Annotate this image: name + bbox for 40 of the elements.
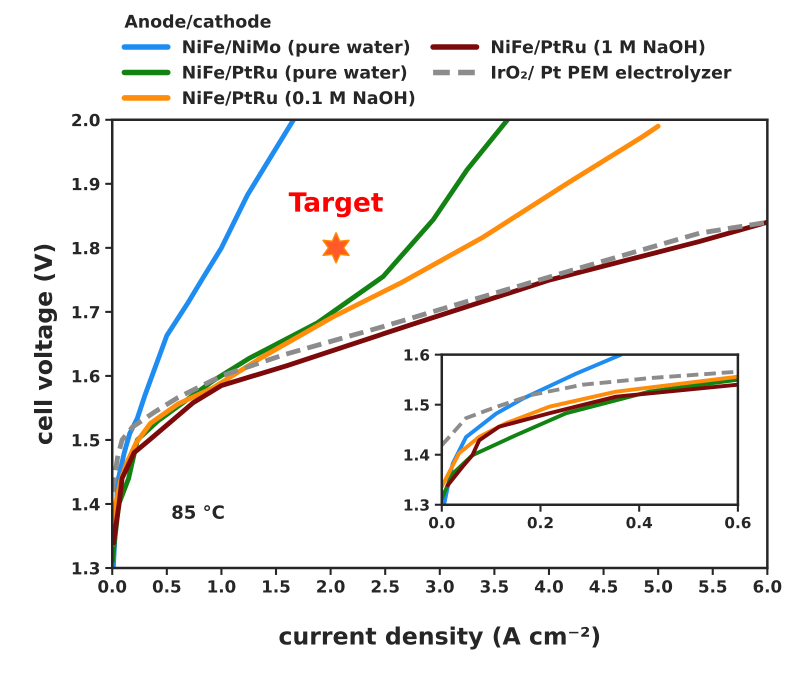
- y-tick-label: 1.6: [404, 349, 430, 361]
- y-tick-label: 1.7: [72, 306, 100, 318]
- y-tick-label: 1.3: [404, 499, 429, 511]
- x-tick-label: 6.0: [754, 580, 782, 593]
- legend-title: Anode/cathode: [124, 14, 271, 30]
- legend-label: NiFe/PtRu (1 M NaOH): [492, 40, 704, 56]
- x-tick-label: 5.0: [644, 580, 672, 593]
- x-tick-label: 2.5: [372, 580, 399, 593]
- x-tick-label: 0.4: [626, 516, 652, 528]
- x-tick-label: 0.5: [152, 580, 180, 593]
- y-tick-label: 1.6: [72, 370, 100, 382]
- x-tick-label: 3.0: [426, 580, 454, 593]
- legend-label: NiFe/NiMo (pure water): [183, 40, 410, 57]
- y-tick-label: 1.4: [404, 449, 430, 461]
- legend-label: IrO₂/ Pt PEM electrolyzer: [492, 65, 732, 82]
- y-tick-label: 1.4: [72, 498, 100, 510]
- line-series: [112, 220, 768, 546]
- y-tick-label: 1.5: [72, 434, 100, 447]
- x-tick-label: 5.5: [699, 580, 726, 593]
- y-axis-title: cell voltage (V): [34, 244, 58, 444]
- x-tick-label: 1.5: [263, 580, 290, 593]
- x-tick-label: 1.0: [208, 580, 236, 593]
- x-tick-label: 0.2: [528, 516, 553, 528]
- x-tick-label: 3.5: [480, 580, 508, 593]
- y-tick-label: 2.0: [72, 114, 100, 126]
- x-tick-label: 0.6: [725, 516, 751, 528]
- annotation: 85 °C: [172, 505, 224, 519]
- x-tick-label: 2.0: [317, 580, 345, 593]
- x-tick-label: 4.0: [534, 580, 563, 593]
- legend-label: NiFe/PtRu (pure water): [183, 65, 406, 82]
- annotation: Target: [288, 192, 383, 218]
- x-tick-label: 0.0: [428, 516, 455, 528]
- x-tick-label: 4.5: [590, 580, 618, 593]
- y-tick-label: 1.3: [72, 562, 100, 575]
- legend-label: NiFe/PtRu (0.1 M NaOH): [183, 90, 414, 106]
- x-tick-label: 0.0: [98, 580, 126, 593]
- y-tick-label: 1.9: [72, 178, 100, 190]
- y-tick-label: 1.5: [404, 399, 429, 411]
- x-axis-title: current density (A cm⁻²): [279, 626, 600, 650]
- y-tick-label: 1.8: [72, 242, 100, 254]
